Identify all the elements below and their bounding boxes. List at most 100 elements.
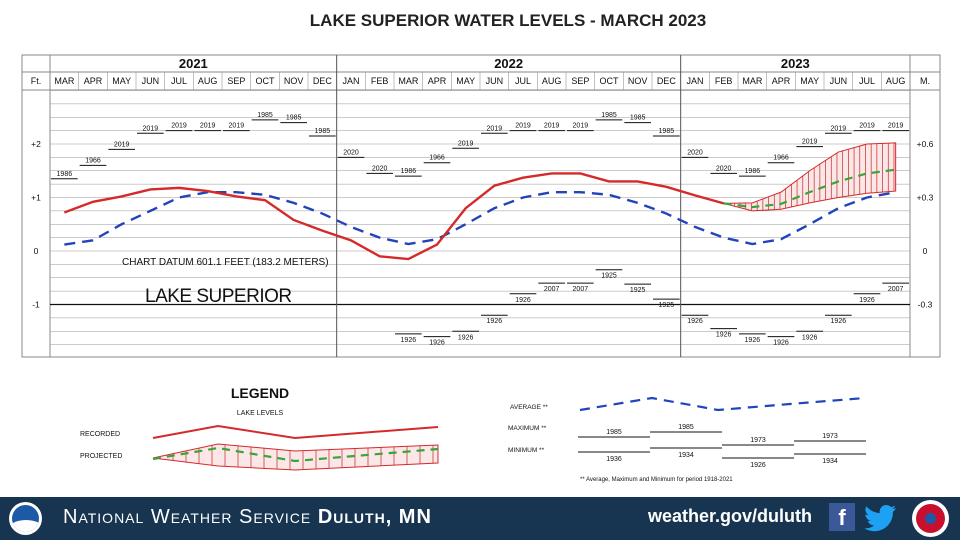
legend-max-year: 1985 <box>678 424 694 431</box>
year-label: 2021 <box>179 56 208 71</box>
month-label: DEC <box>313 76 333 86</box>
record-year-label: 2019 <box>888 123 904 130</box>
month-label: APR <box>84 76 103 86</box>
record-year-label: 1926 <box>859 297 875 304</box>
month-label: NOV <box>284 76 304 86</box>
record-year-label: 1926 <box>515 297 531 304</box>
record-year-label: 1926 <box>687 318 703 325</box>
legend-minimum-label: MINIMUM ** <box>508 447 545 454</box>
month-label: JUL <box>515 76 531 86</box>
month-label: APR <box>772 76 791 86</box>
month-label: JAN <box>686 76 703 86</box>
legend-recorded-line <box>152 424 439 440</box>
month-label: JAN <box>342 76 359 86</box>
chart-datum-label: CHART DATUM 601.1 FEET (183.2 METERS) <box>122 257 329 268</box>
record-year-label: 1985 <box>601 112 617 119</box>
office-name: National Weather Service Duluth, MN <box>63 506 432 529</box>
legend-max-min-records: 1985 1985 1973 1973 1936 1934 1926 1934 <box>578 424 866 469</box>
record-year-label: 1926 <box>716 332 732 339</box>
record-year-label: 2020 <box>716 165 732 172</box>
y-tick-label-m: 0 <box>923 246 928 256</box>
record-year-label: 2019 <box>802 139 818 146</box>
record-year-label: 2019 <box>487 125 503 132</box>
website-link[interactable]: weather.gov/duluth <box>648 506 813 526</box>
record-year-label: 2020 <box>687 149 703 156</box>
record-year-label: 2019 <box>114 141 130 148</box>
record-year-label: 1986 <box>745 168 761 175</box>
month-label: NOV <box>628 76 648 86</box>
record-year-label: 1985 <box>286 115 302 122</box>
record-year-label: 1985 <box>630 115 646 122</box>
record-year-label: 1926 <box>831 318 847 325</box>
year-label: 2023 <box>781 56 810 71</box>
y-tick-label-ft: 0 <box>34 246 39 256</box>
month-label: MAY <box>800 76 819 86</box>
office-name-prefix: National Weather Service <box>63 506 318 528</box>
month-label: JUL <box>171 76 187 86</box>
record-year-label: 1966 <box>85 157 101 164</box>
lake-label: LAKE SUPERIOR <box>145 286 292 307</box>
y-axis-left-label: Ft. <box>31 76 42 86</box>
legend-max-year: 1985 <box>606 429 622 436</box>
month-label: JUN <box>142 76 160 86</box>
chart-header: 2021 2022 2023 MAR APR MAY JUN JUL AUG SEP OCT NOV D… <box>31 56 934 310</box>
record-year-label: 2019 <box>229 123 245 130</box>
legend-projected-swatch <box>152 443 439 471</box>
record-year-label: 1966 <box>773 155 789 162</box>
legend-min-year: 1934 <box>678 452 694 459</box>
month-label: APR <box>428 76 447 86</box>
y-axis-right-label: M. <box>920 76 930 86</box>
average-line <box>64 190 896 246</box>
legend-average-label: AVERAGE ** <box>510 404 548 411</box>
legend-max-year: 1973 <box>822 433 838 440</box>
legend-min-year: 1936 <box>606 456 622 463</box>
y-tick-label-ft: +1 <box>31 193 41 203</box>
record-markers: 1986 1966 2019 2019 2019 2019 2019 1985 1985 1985… <box>51 112 909 347</box>
legend-min-year: 1934 <box>822 458 838 465</box>
month-label: AUG <box>886 76 906 86</box>
year-label: 2022 <box>494 56 523 71</box>
month-label: AUG <box>542 76 562 86</box>
facebook-icon[interactable]: f <box>829 503 855 531</box>
legend-footnote: ** Average, Maximum and Minimum for peri… <box>580 477 733 483</box>
record-year-label: 1926 <box>802 334 818 341</box>
record-year-label: 2019 <box>200 123 216 130</box>
record-year-label: 1925 <box>630 287 646 294</box>
noaa-logo-icon <box>9 502 42 535</box>
legend-min-year: 1926 <box>750 462 766 469</box>
month-label: SEP <box>571 76 589 86</box>
legend-projected-line <box>152 446 439 463</box>
nws-logo-icon <box>912 500 949 537</box>
month-label: MAR <box>398 76 419 86</box>
legend-projected-area <box>152 443 439 471</box>
month-label: SEP <box>227 76 245 86</box>
y-tick-label-ft: -1 <box>32 300 40 310</box>
record-year-label: 2019 <box>458 140 474 147</box>
month-label: MAR <box>54 76 75 86</box>
legend: LEGEND LAKE LEVELS RECORDED PROJECTED AV… <box>80 385 866 483</box>
record-year-label: 2019 <box>515 123 531 130</box>
month-label: MAY <box>456 76 475 86</box>
record-year-label: 2019 <box>544 123 560 130</box>
month-label: MAY <box>112 76 131 86</box>
office-location: Duluth, MN <box>317 506 432 528</box>
water-level-chart: LAKE SUPERIOR WATER LEVELS - MARCH 2023 … <box>21 11 941 483</box>
month-label: JUN <box>830 76 848 86</box>
record-year-label: 2019 <box>831 125 847 132</box>
chart-title: LAKE SUPERIOR WATER LEVELS - MARCH 2023 <box>310 11 706 30</box>
record-year-label: 1926 <box>487 318 503 325</box>
record-year-label: 1985 <box>659 128 675 135</box>
legend-recorded-label: RECORDED <box>80 431 120 438</box>
record-year-label: 2020 <box>372 165 388 172</box>
twitter-icon[interactable] <box>865 502 899 534</box>
y-tick-label-m: +0.3 <box>917 193 934 203</box>
record-year-label: 2019 <box>573 123 589 130</box>
record-year-label: 1926 <box>429 340 445 347</box>
legend-maximum-label: MAXIMUM ** <box>508 425 547 432</box>
legend-projected-label: PROJECTED <box>80 453 122 460</box>
chart-frame <box>21 54 941 358</box>
projected-range-area <box>723 142 897 212</box>
legend-title: LEGEND <box>231 385 289 401</box>
month-label: AUG <box>198 76 218 86</box>
footer-bar: National Weather Service Duluth, MN weat… <box>0 497 960 540</box>
